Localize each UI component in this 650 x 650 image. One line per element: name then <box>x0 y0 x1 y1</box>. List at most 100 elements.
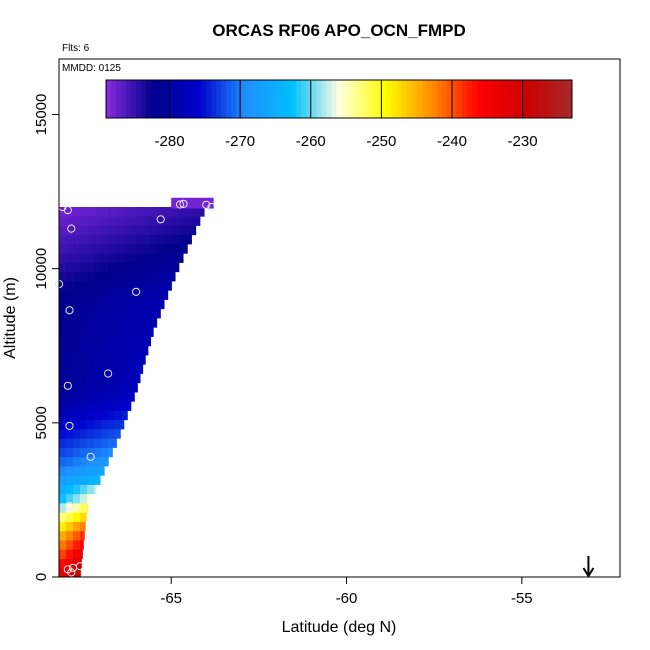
flight-point <box>63 206 72 215</box>
colorbar-swatch <box>271 80 277 118</box>
heatmap-cell <box>59 549 67 559</box>
colorbar-swatch <box>206 80 212 118</box>
colorbar-swatch <box>261 80 267 118</box>
heatmap-cell <box>66 364 74 374</box>
heatmap-cell <box>87 401 95 411</box>
colorbar-swatch <box>296 80 302 118</box>
heatmap-cell <box>94 401 102 411</box>
heatmap-cell <box>87 392 95 402</box>
heatmap-cell <box>157 290 165 300</box>
heatmap-cell <box>115 345 123 356</box>
heatmap-cell <box>129 234 137 245</box>
colorbar-swatch <box>141 80 147 118</box>
colorbar-swatch <box>401 80 408 118</box>
heatmap-cell <box>66 271 74 282</box>
colorbar-swatch <box>486 80 493 118</box>
heatmap-cell <box>122 419 125 430</box>
heatmap-cell <box>80 253 88 263</box>
heatmap-cell <box>73 373 81 384</box>
heatmap-cell <box>87 429 95 439</box>
colorbar-swatch <box>371 80 378 118</box>
heatmap-cell <box>73 438 81 448</box>
heatmap-cell <box>94 327 102 337</box>
heatmap-cell <box>178 197 186 209</box>
heatmap-cell <box>101 401 109 411</box>
heatmap-cell <box>129 216 137 226</box>
heatmap-cell <box>150 318 158 328</box>
heatmap-cell <box>94 271 102 282</box>
heatmap-cell <box>143 207 151 217</box>
heatmap-cell <box>129 207 137 217</box>
heatmap-cell <box>122 281 130 291</box>
heatmap-cell <box>129 308 137 319</box>
heatmap-cell <box>101 410 109 421</box>
heatmap-cell <box>108 355 116 365</box>
colorbar-frame <box>105 79 573 119</box>
heatmap-cell <box>87 419 95 430</box>
heatmap-cell <box>59 262 67 273</box>
heatmap-cell <box>66 392 74 402</box>
heatmap-cell <box>136 225 144 236</box>
heatmap-cell <box>136 382 138 393</box>
heatmap-cell <box>122 234 130 245</box>
colorbar-swatch <box>546 80 553 118</box>
colorbar-swatch <box>491 80 498 118</box>
heatmap-cell <box>94 392 102 402</box>
heatmap-cell <box>59 540 67 550</box>
colorbar-swatch <box>341 80 348 118</box>
heatmap-cell <box>150 225 158 236</box>
heatmap-cell <box>108 438 116 448</box>
colorbar-swatch <box>506 80 513 118</box>
heatmap-cell <box>73 234 81 245</box>
heatmap-cell <box>115 216 123 226</box>
colorbar-swatch <box>331 80 337 118</box>
heatmap-cell <box>94 419 102 430</box>
heatmap-cell <box>80 549 83 559</box>
colorbar-swatch <box>156 80 162 118</box>
heatmap-cell <box>115 382 123 393</box>
colorbar-swatch <box>326 80 332 118</box>
heatmap-cell <box>59 392 67 402</box>
heatmap-cell <box>143 281 151 291</box>
heatmap-cell <box>129 345 137 356</box>
heatmap-cell <box>115 262 123 273</box>
heatmap-cell <box>101 225 109 236</box>
heatmap-cell <box>80 225 88 236</box>
heatmap-cell <box>199 216 201 226</box>
colorbar-swatch <box>416 80 423 118</box>
heatmap-cell <box>66 207 74 217</box>
heatmap-cell <box>87 345 95 356</box>
heatmap-cell <box>73 447 81 458</box>
colorbar-swatch <box>496 80 503 118</box>
heatmap-cell <box>136 336 144 347</box>
heatmap-cell <box>108 262 116 273</box>
heatmap-cell <box>157 253 165 263</box>
heatmap-cell <box>108 327 116 337</box>
colorbar-tick-label: -260 <box>296 133 326 150</box>
heatmap-cell <box>136 262 144 273</box>
heatmap-cell <box>101 290 109 300</box>
heatmap-cell <box>94 373 102 384</box>
heatmap-cell <box>136 281 144 291</box>
heatmap-cell <box>143 253 151 263</box>
heatmap-cell <box>80 512 87 522</box>
heatmap-cell <box>73 318 81 328</box>
heatmap-cell <box>80 318 88 328</box>
colorbar-swatch <box>266 80 272 118</box>
heatmap-cell <box>171 244 179 254</box>
heatmap-cell <box>101 345 109 356</box>
heatmap-cell <box>94 318 102 328</box>
heatmap-cell <box>80 530 85 541</box>
colorbar-swatch <box>281 80 287 118</box>
colorbar-swatch <box>431 80 438 118</box>
heatmap-cell <box>59 429 67 439</box>
heatmap-cell <box>80 355 88 365</box>
heatmap-cell <box>66 429 74 439</box>
heatmap-cell <box>157 262 165 273</box>
heatmap-cell <box>143 271 151 282</box>
heatmap-cell <box>80 262 88 273</box>
heatmap-cell <box>73 493 81 504</box>
heatmap-cell <box>87 244 95 254</box>
heatmap-cell <box>101 318 109 328</box>
heatmap-cell <box>129 299 137 310</box>
